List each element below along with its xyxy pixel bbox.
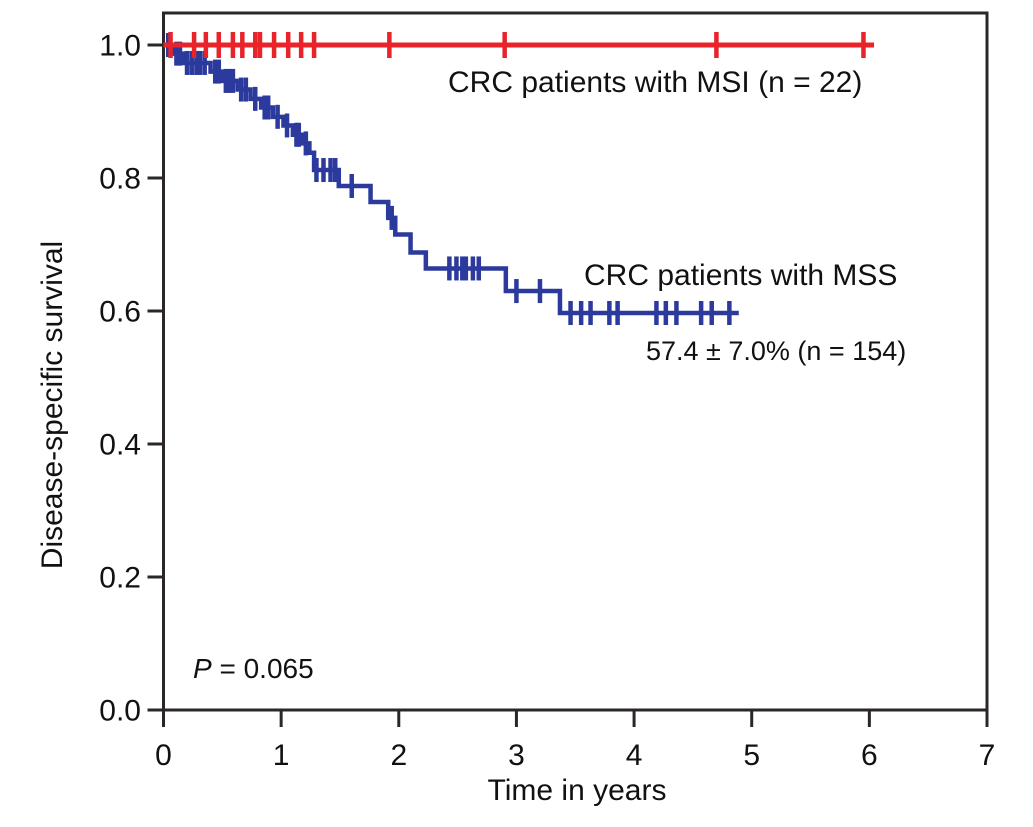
x-tick-label: 4 [626,739,643,772]
y-tick-label: 0.8 [99,163,141,196]
p-value-symbol: P [193,653,212,684]
x-tick-label: 3 [508,739,525,772]
x-tick-label: 7 [979,739,996,772]
y-tick-label: 0.2 [99,562,141,595]
p-value-text: = 0.065 [211,653,314,684]
y-axis-title: Disease-specific survival [36,240,69,570]
mss-series-label: CRC patients with MSS [584,259,898,292]
msi-series-label: CRC patients with MSI (n = 22) [448,66,863,99]
x-tick-label: 0 [155,739,172,772]
x-tick-label: 6 [861,739,878,772]
y-tick-label: 0.4 [99,429,141,462]
mss-survival-value-label: 57.4 ± 7.0% (n = 154) [646,336,907,366]
x-tick-label: 2 [390,739,407,772]
p-value-label: P = 0.065 [193,655,314,683]
y-tick-label: 0.6 [99,296,141,329]
y-tick-label: 0.0 [99,695,141,728]
plot-border [162,11,989,712]
x-tick-label: 1 [273,739,290,772]
x-tick-label: 5 [743,739,760,772]
x-axis-title: Time in years [487,774,667,807]
mss-survival-curve [163,42,739,316]
y-tick-label: 1.0 [99,30,141,63]
